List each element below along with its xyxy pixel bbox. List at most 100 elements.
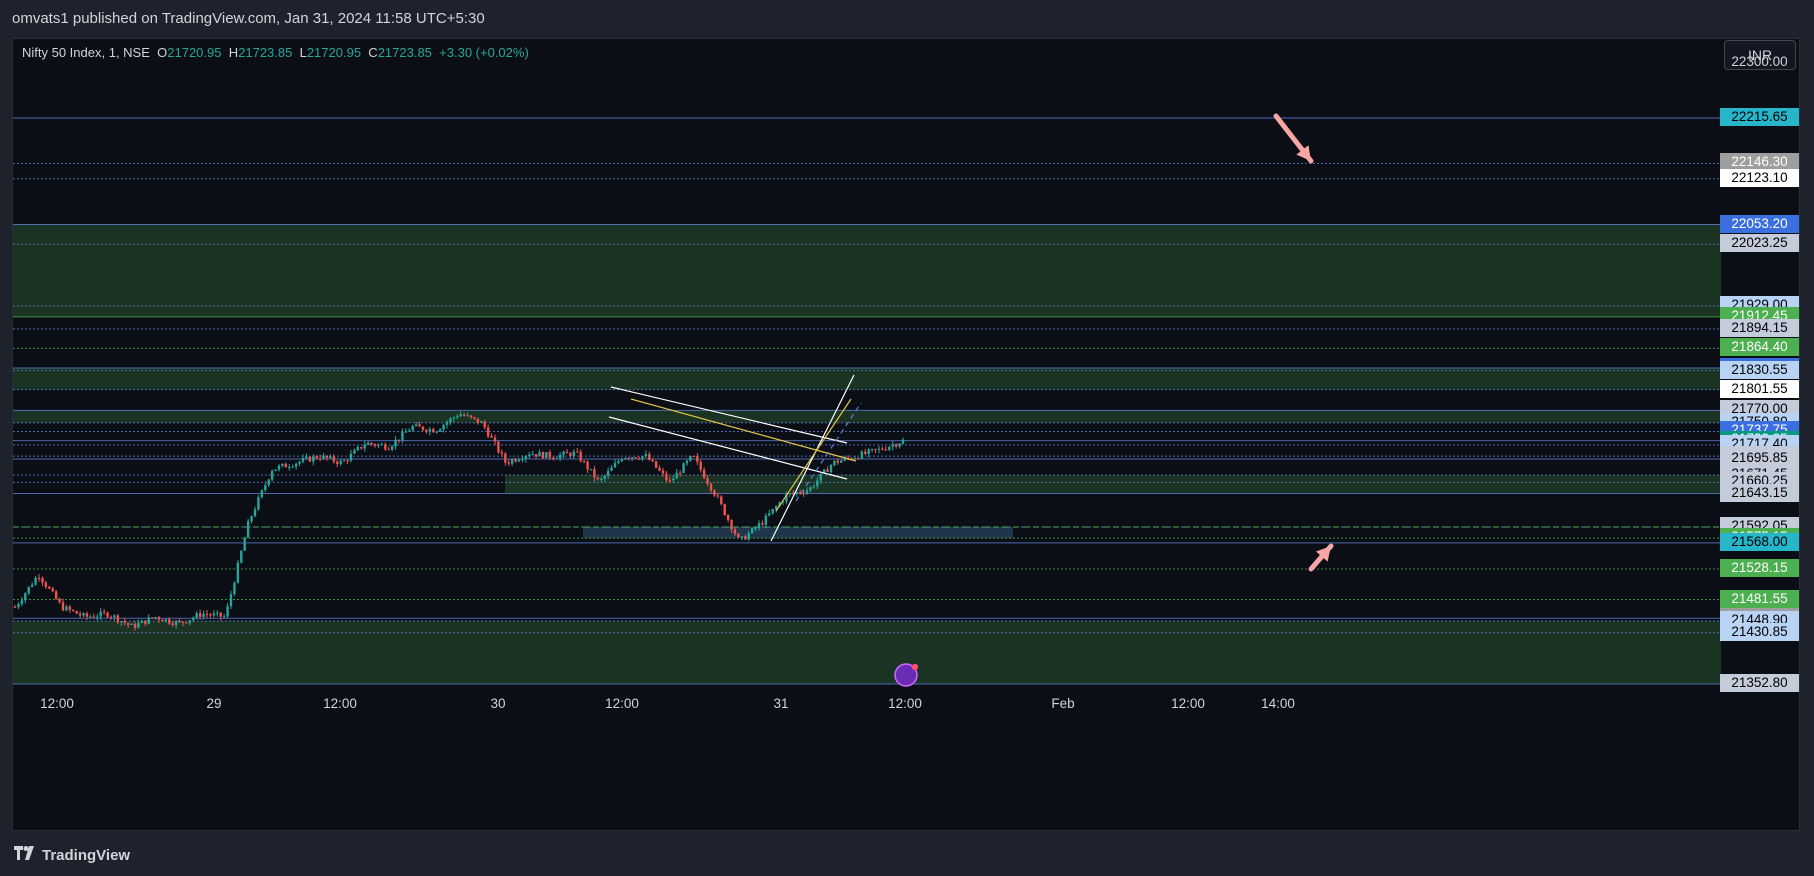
candle-body [356,447,360,451]
candle-body [483,421,486,428]
candle-body [507,462,510,464]
zone-band-2 [13,410,1721,423]
candle-body [397,439,401,441]
candle-body [65,606,68,611]
candle-body [394,439,397,447]
x-tick-label: 14:00 [1261,696,1295,711]
candle-body [843,457,846,461]
candle-body [706,478,709,484]
x-tick-label: 29 [206,696,222,711]
candle-body [205,613,209,615]
candle-body [216,612,219,614]
candle-body [613,462,617,468]
x-tick-label: 30 [490,696,506,711]
candle-body [445,422,449,426]
candle-body [517,459,521,462]
candle-body [209,614,212,616]
candle-body [144,620,147,624]
candle-body [768,513,771,516]
candle-body [785,494,788,502]
candle-body [37,577,41,579]
candle-body [757,523,761,528]
candle-body [401,431,404,441]
candle-body [30,584,34,587]
candle-body [689,456,692,461]
candle-body [109,616,113,618]
candle-body [781,501,785,503]
x-tick-label: 12:00 [1171,696,1205,711]
candle-body [308,456,312,462]
footer-brand[interactable]: TradingView [14,846,130,864]
candle-body [816,480,819,487]
symbol-legend: Nifty 50 Index, 1, NSE O21720.95 H21723.… [22,45,529,60]
candle-body [408,430,411,432]
zone-band-1 [13,367,1721,390]
candle-body [620,459,624,462]
trend-line-4 [775,398,852,512]
candle-body [181,621,185,623]
candle-body [442,425,445,430]
price-label: 21643.15 [1720,483,1799,502]
candle-body [387,449,390,451]
candle-body [675,472,678,479]
candle-body [154,617,157,619]
x-tick-label: 31 [773,696,789,711]
candle-body [353,450,356,454]
candle-body [373,444,377,446]
price-chart[interactable] [13,39,1800,831]
candle-body [164,619,168,622]
candle-body [380,444,384,446]
candle-body [291,466,294,468]
candle-body [864,451,867,454]
chart-pane[interactable] [12,38,1800,831]
candle-body [665,473,668,481]
candle-body [888,446,891,450]
candle-body [713,490,716,496]
candle-body [788,493,792,495]
candle-body [336,461,339,464]
lightning-badge-icon [894,663,918,687]
candle-body [798,492,802,494]
candle-body [685,460,689,464]
price-label: 22023.25 [1720,234,1799,253]
candle-body [881,448,884,450]
candle-body [58,598,61,603]
candle-body [377,444,380,446]
candle-body [222,616,226,618]
candle-body [370,442,373,445]
candle-body [699,461,702,470]
candle-body [414,424,418,426]
candle-body [552,457,555,459]
annotation-arrow-down-head [1296,145,1311,161]
candle-body [836,460,840,463]
candle-body [840,460,843,463]
candle-body [168,619,171,624]
candle-body [322,455,325,459]
x-tick-label: 12:00 [40,696,74,711]
candle-body [726,515,730,521]
candle-body [24,593,27,601]
candle-body [486,427,490,437]
candle-body [243,537,246,551]
candle-body [75,610,78,614]
currency-button[interactable]: INR [1724,40,1796,70]
candle-body [582,461,586,463]
candle-body [792,493,795,495]
x-tick-label: 12:00 [323,696,357,711]
candle-body [161,619,164,622]
candle-body [702,469,706,479]
candle-body [894,444,898,447]
candle-body [514,459,517,462]
candle-body [720,496,723,505]
candle-body [853,458,857,460]
candle-body [857,458,860,460]
candle-body [48,586,51,589]
candle-body [120,621,123,623]
candle-body [634,457,637,459]
candle-body [730,520,733,530]
candle-body [116,615,120,623]
candle-body [555,458,558,460]
candle-body [805,490,809,494]
candle-body [648,454,651,460]
candle-body [829,465,833,472]
